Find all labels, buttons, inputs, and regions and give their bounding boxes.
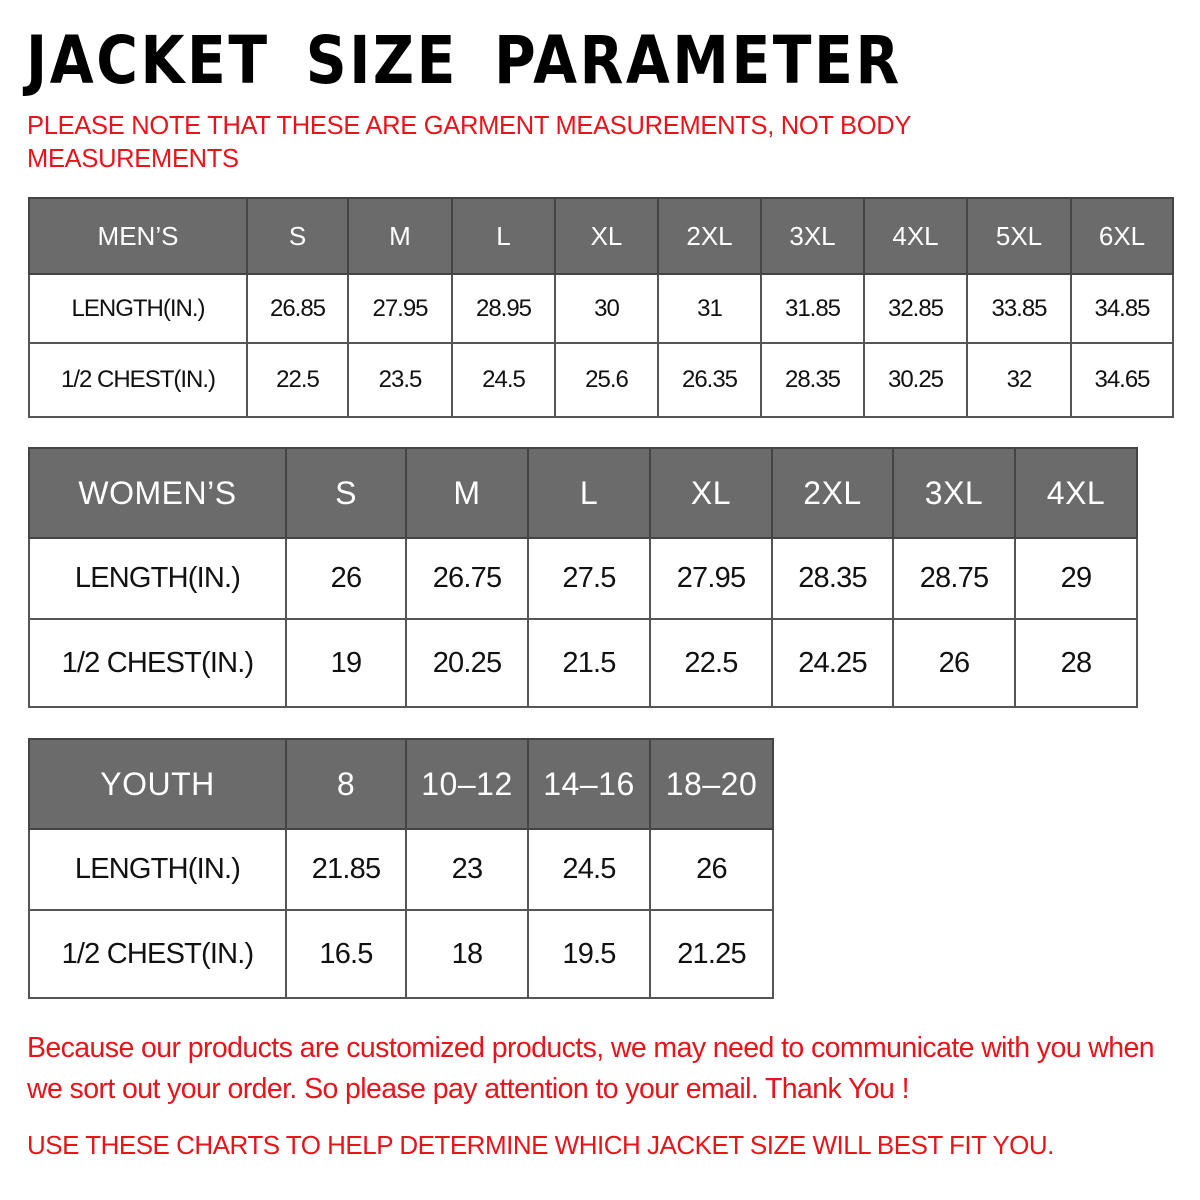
table-row: LENGTH(IN.) 26 26.75 27.5 27.95 28.35 28.75 29 [28,537,1138,620]
size-header: 2XL [771,447,894,539]
size-header: 4XL [1014,447,1138,539]
measurement-value: 32.85 [863,273,968,344]
size-header: XL [554,197,659,275]
size-header: L [451,197,556,275]
measurement-value: 34.65 [1070,342,1174,418]
size-header: 18–20 [649,738,774,830]
measurement-value: 26.75 [405,537,529,620]
measurement-value: 21.85 [285,828,407,911]
measurement-value: 24.25 [771,618,894,708]
size-header: L [527,447,651,539]
measurement-value: 34.85 [1070,273,1174,344]
customization-message: Because our products are customized prod… [27,1032,1155,1105]
size-header: M [347,197,453,275]
measurement-value: 30.25 [863,342,968,418]
size-header: 2XL [657,197,762,275]
measurement-value: 22.5 [649,618,773,708]
header-row: MEN’S S M L XL 2XL 3XL 4XL 5XL 6XL [28,197,1174,275]
measurement-note: PLEASE NOTE THAT THESE ARE GARMENT MEASU… [27,112,911,173]
measurement-value: 16.5 [285,909,407,999]
size-header: S [285,447,407,539]
measurement-value: 26.85 [246,273,349,344]
measurement-value: 28.75 [892,537,1016,620]
size-header: 14–16 [527,738,651,830]
measurement-value: 27.95 [347,273,453,344]
measurement-value: 26.35 [657,342,762,418]
category-header: WOMEN’S [28,447,287,539]
fit-instruction: USE THESE CHARTS TO HELP DETERMINE WHICH… [27,1130,1054,1160]
measurement-value: 23 [405,828,529,911]
measurement-value: 31 [657,273,762,344]
size-header: 6XL [1070,197,1174,275]
measurement-value: 20.25 [405,618,529,708]
measurement-label: LENGTH(IN.) [28,828,287,911]
header-row: YOUTH 8 10–12 14–16 18–20 [28,738,774,830]
size-header: S [246,197,349,275]
measurement-value: 24.5 [527,828,651,911]
measurement-value: 28.35 [760,342,865,418]
measurement-label: LENGTH(IN.) [28,537,287,620]
measurement-label: 1/2 CHEST(IN.) [28,342,248,418]
size-header: 3XL [892,447,1016,539]
youth-size-table: YOUTH 8 10–12 14–16 18–20 LENGTH(IN.) 21.85 23 2… [28,738,774,999]
category-header: YOUTH [28,738,287,830]
measurement-label: LENGTH(IN.) [28,273,248,344]
size-header: 4XL [863,197,968,275]
size-header: XL [649,447,773,539]
measurement-value: 22.5 [246,342,349,418]
measurement-value: 19.5 [527,909,651,999]
table-row: 1/2 CHEST(IN.) 19 20.25 21.5 22.5 24.25 26 28 [28,618,1138,708]
measurement-value: 30 [554,273,659,344]
measurement-value: 26 [649,828,774,911]
measurement-value: 26 [892,618,1016,708]
measurement-value: 23.5 [347,342,453,418]
measurement-value: 19 [285,618,407,708]
measurement-label: 1/2 CHEST(IN.) [28,909,287,999]
size-header: 3XL [760,197,865,275]
measurement-value: 28.35 [771,537,894,620]
measurement-value: 21.25 [649,909,774,999]
measurement-value: 31.85 [760,273,865,344]
page-title: JACKET SIZE PARAMETER [26,22,902,99]
size-header: M [405,447,529,539]
measurement-value: 24.5 [451,342,556,418]
measurement-value: 26 [285,537,407,620]
measurement-value: 32 [966,342,1072,418]
table-row: 1/2 CHEST(IN.) 22.5 23.5 24.5 25.6 26.35 28.35… [28,342,1174,418]
measurement-value: 27.5 [527,537,651,620]
measurement-value: 28.95 [451,273,556,344]
size-header: 10–12 [405,738,529,830]
measurement-value: 21.5 [527,618,651,708]
mens-size-table: MEN’S S M L XL 2XL 3XL 4XL 5XL 6XL LENGTH(IN.) 26.8… [28,197,1174,418]
table-row: LENGTH(IN.) 26.85 27.95 28.95 30 31 31.85 32.85… [28,273,1174,344]
measurement-value: 29 [1014,537,1138,620]
header-row: WOMEN’S S M L XL 2XL 3XL 4XL [28,447,1138,539]
measurement-value: 33.85 [966,273,1072,344]
size-header: 5XL [966,197,1072,275]
size-header: 8 [285,738,407,830]
measurement-value: 27.95 [649,537,773,620]
womens-size-table: WOMEN’S S M L XL 2XL 3XL 4XL LENGTH(IN.) 26 26.75 2… [28,447,1138,708]
table-row: 1/2 CHEST(IN.) 16.5 18 19.5 21.25 [28,909,774,999]
category-header: MEN’S [28,197,248,275]
measurement-value: 18 [405,909,529,999]
measurement-value: 25.6 [554,342,659,418]
measurement-label: 1/2 CHEST(IN.) [28,618,287,708]
measurement-value: 28 [1014,618,1138,708]
table-row: LENGTH(IN.) 21.85 23 24.5 26 [28,828,774,911]
